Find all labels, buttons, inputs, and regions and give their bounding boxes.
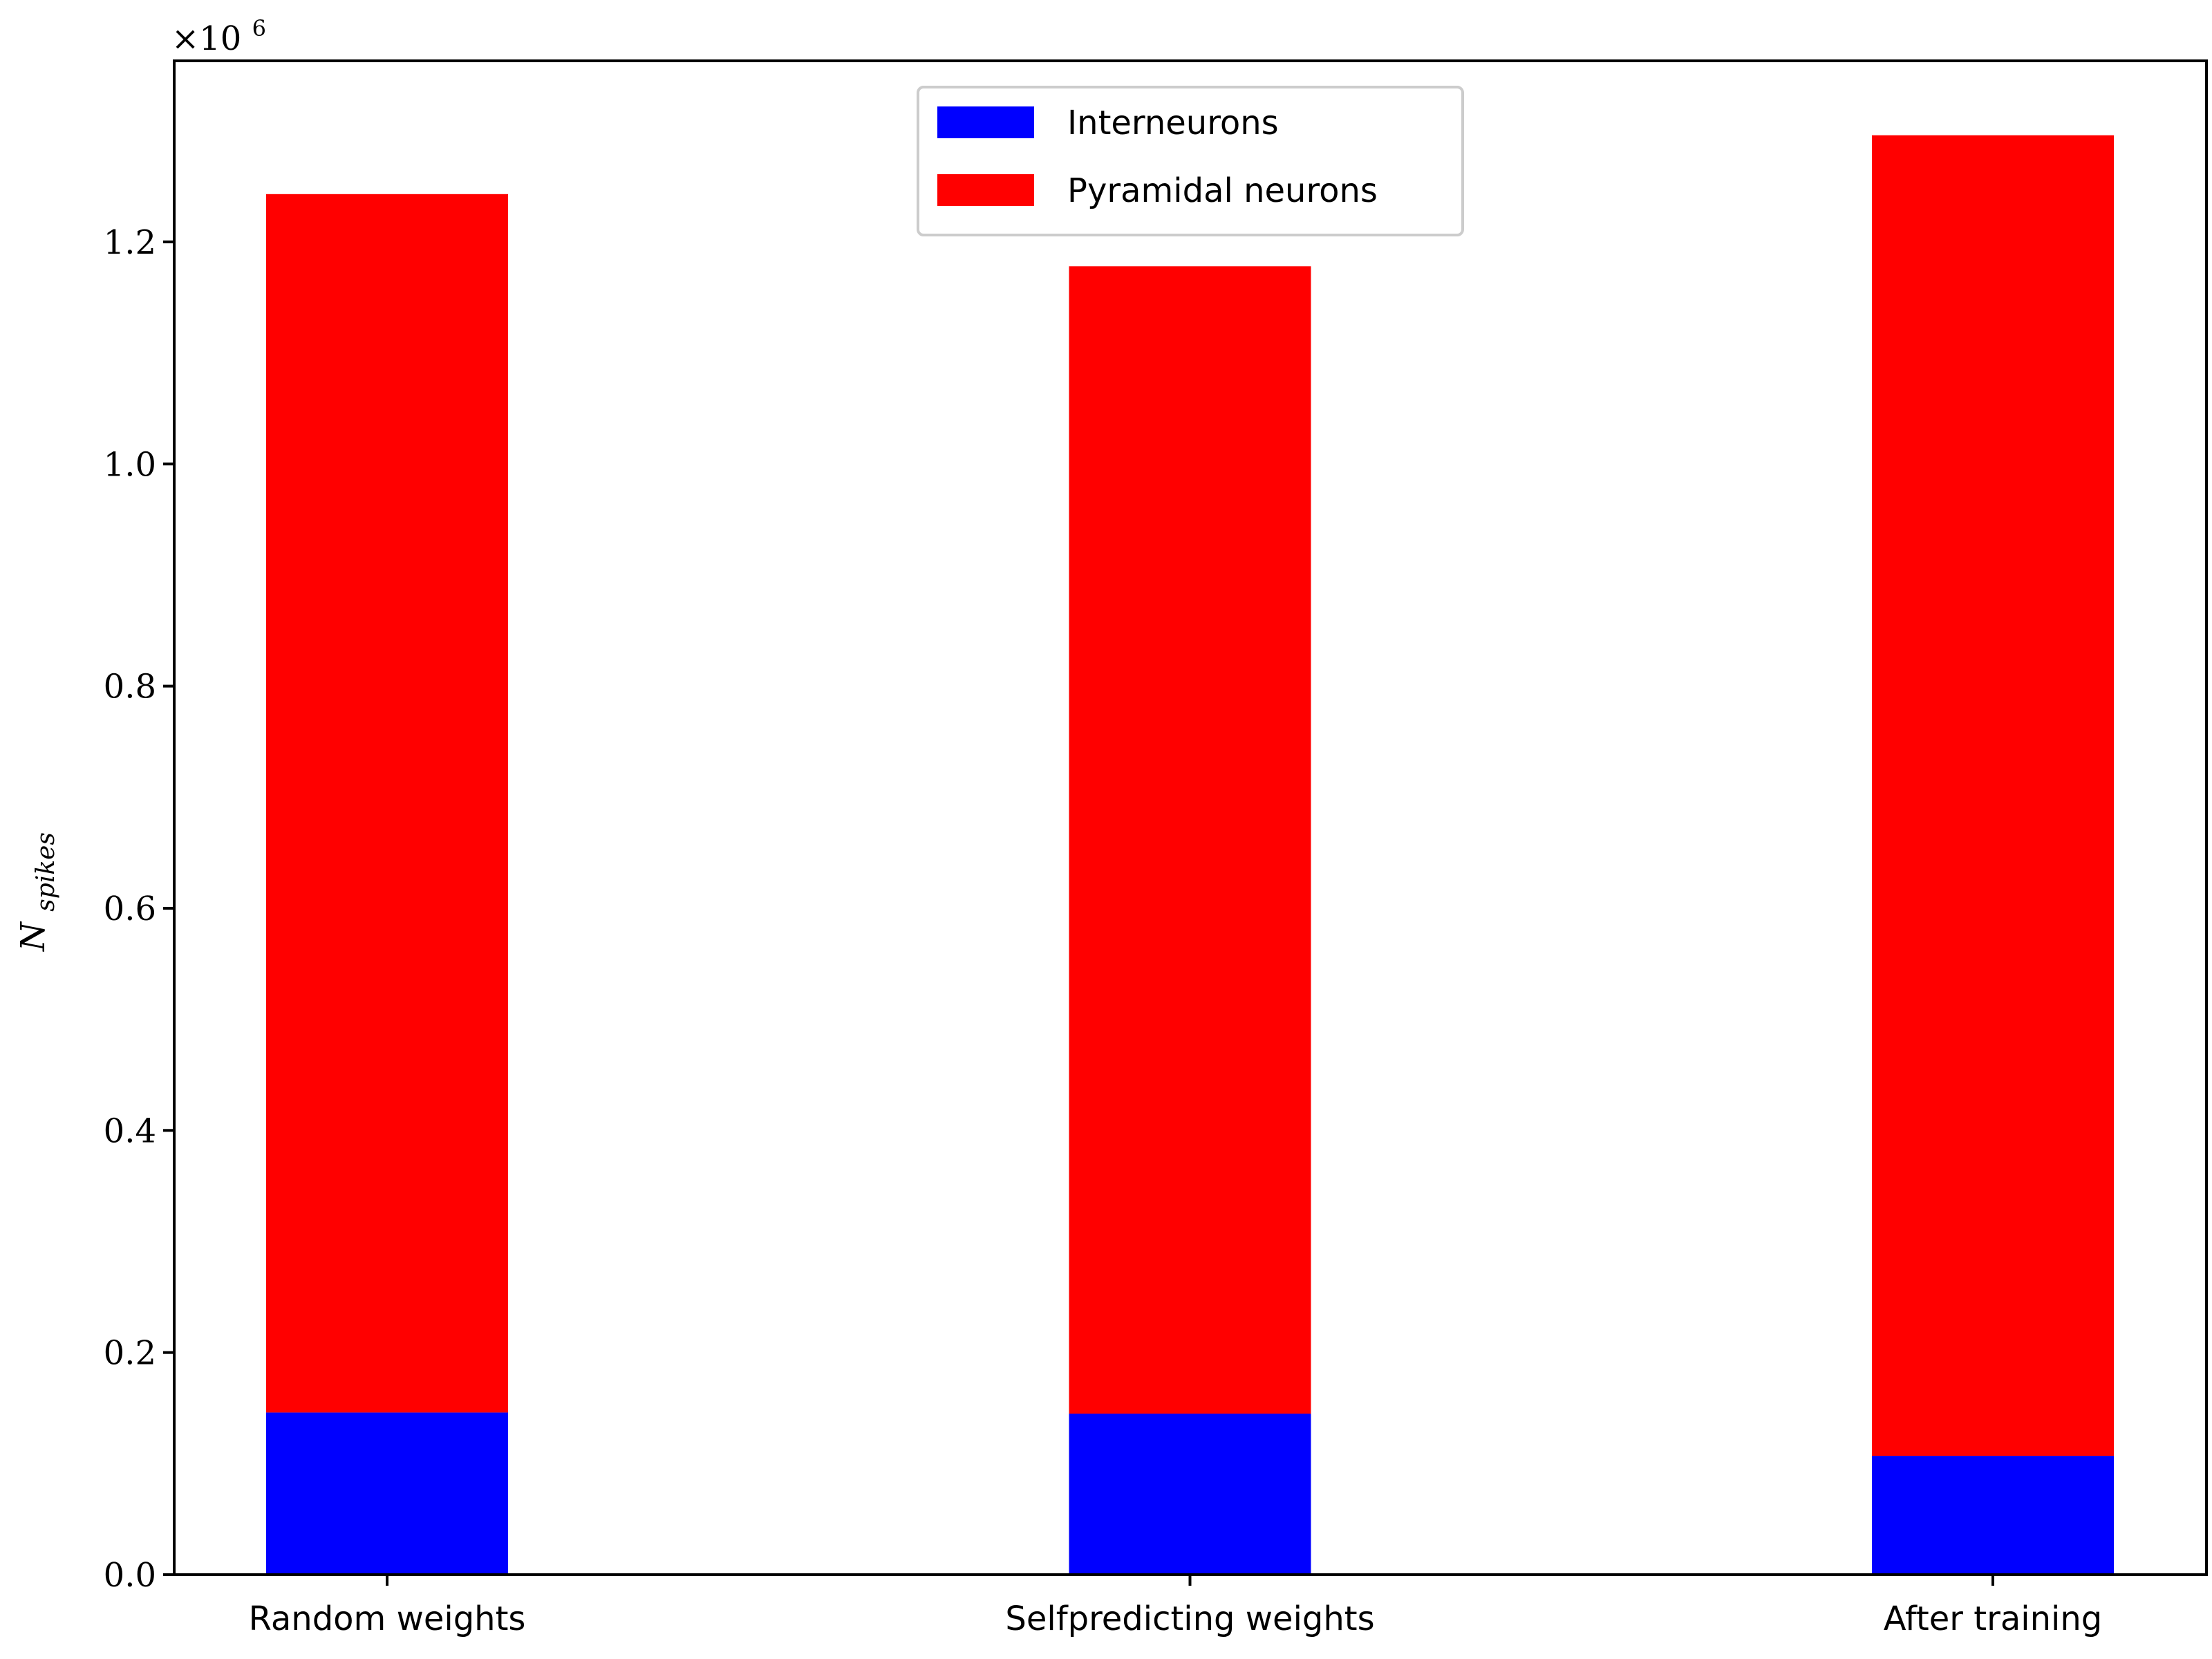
y-tick-label: 0.0 — [104, 1556, 156, 1595]
legend-label-interneurons: Interneurons — [1067, 104, 1279, 142]
x-axis-ticks: Random weights Selfpredicting weights Afte… — [249, 1575, 2102, 1638]
y-axis-scale-exponent: 6 — [252, 15, 266, 41]
bar-pyramidal-neurons-1 — [266, 194, 508, 1413]
bar-pyramidal-neurons-3 — [1872, 135, 2114, 1456]
bar-interneurons-1 — [266, 1412, 508, 1575]
y-axis-label-base: N — [14, 921, 53, 952]
y-tick-label: 1.0 — [104, 445, 156, 484]
bars-layer — [266, 135, 2114, 1575]
legend-box — [917, 86, 1464, 236]
x-tick-label: Selfpredicting weights — [1005, 1600, 1374, 1638]
bar-interneurons-3 — [1872, 1456, 2114, 1575]
y-axis-scale-base: ×10 — [171, 19, 241, 58]
y-tick-label: 1.2 — [104, 223, 156, 262]
y-axis-scale-offset: ×10 6 — [171, 15, 266, 58]
y-axis-label: N spikes — [14, 832, 60, 952]
y-tick-label: 0.8 — [104, 668, 156, 706]
y-axis-label-subscript: spikes — [32, 832, 60, 912]
legend-label-pyramidal-neurons: Pyramidal neurons — [1067, 171, 1378, 210]
legend-swatch-pyramidal-neurons — [937, 174, 1034, 206]
legend: Interneurons Pyramidal neurons — [917, 86, 1464, 236]
bar-pyramidal-neurons-2 — [1069, 266, 1311, 1414]
y-tick-label: 0.6 — [104, 890, 156, 928]
x-tick-label: After training — [1884, 1600, 2102, 1638]
x-tick-label: Random weights — [249, 1600, 526, 1638]
bar-interneurons-2 — [1069, 1414, 1311, 1575]
y-tick-label: 0.2 — [104, 1334, 156, 1373]
y-axis-ticks: 0.0 0.2 0.4 0.6 0.8 1.0 1.2 — [104, 223, 174, 1595]
y-tick-label: 0.4 — [104, 1112, 156, 1150]
legend-swatch-interneurons — [937, 106, 1034, 138]
